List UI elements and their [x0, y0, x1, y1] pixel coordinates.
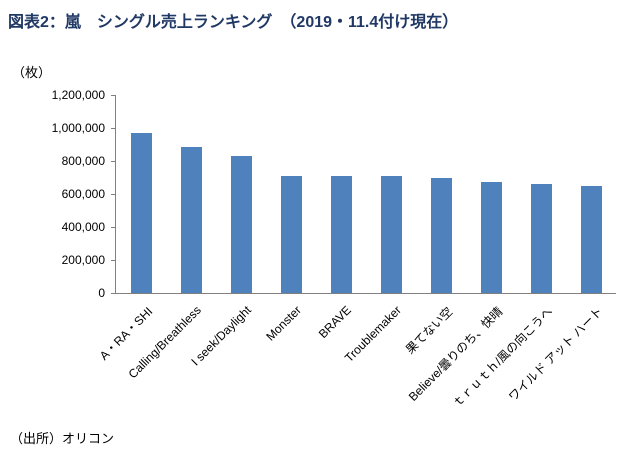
- bar-4: [330, 175, 352, 293]
- y-tick-label: 200,000: [61, 253, 105, 267]
- bars-container: [116, 95, 616, 293]
- y-tick-mark: [111, 260, 115, 261]
- y-tick-mark: [111, 227, 115, 228]
- bar-2: [230, 156, 252, 293]
- source-note: （出所）オリコン: [10, 431, 115, 446]
- bar-5: [380, 175, 402, 293]
- bar-9: [580, 185, 602, 293]
- y-axis-unit-label: （枚）: [12, 65, 52, 80]
- y-tick-mark: [111, 95, 115, 96]
- y-tick-mark: [111, 161, 115, 162]
- y-tick-mark: [111, 293, 115, 294]
- y-tick-label: 800,000: [61, 154, 105, 168]
- y-tick-mark: [111, 128, 115, 129]
- y-tick-label: 1,000,000: [51, 121, 105, 135]
- bar-3: [280, 175, 302, 293]
- plot-area: [115, 95, 616, 294]
- y-tick-label: 600,000: [61, 187, 105, 201]
- y-tick-label: 0: [98, 286, 105, 300]
- chart-title: 図表2：嵐 シングル売上ランキング （2019・11.4付け現在）: [8, 14, 459, 31]
- bar-1: [180, 146, 202, 293]
- y-tick-label: 400,000: [61, 220, 105, 234]
- y-tick-label: 1,200,000: [51, 88, 105, 102]
- y-tick-mark: [111, 194, 115, 195]
- bar-8: [530, 184, 552, 293]
- bar-6: [430, 177, 452, 293]
- bar-7: [480, 182, 502, 293]
- bar-0: [130, 132, 152, 293]
